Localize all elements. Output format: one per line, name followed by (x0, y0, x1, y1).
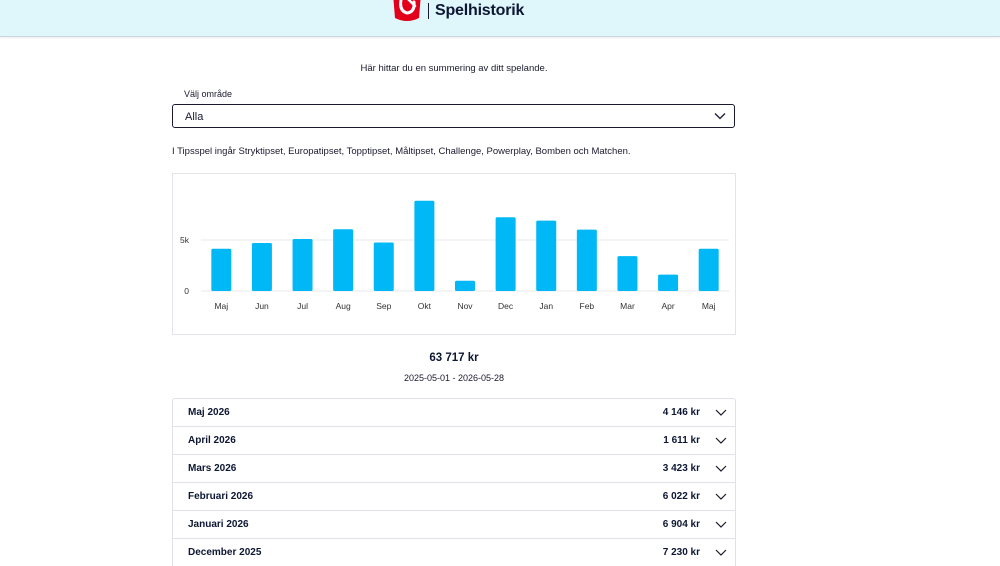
x-tick-label: Maj (214, 301, 228, 311)
chevron-down-icon (715, 409, 727, 416)
month-amount: 6 022 kr (662, 491, 700, 502)
top-header: Spelhistorik (0, 0, 1000, 37)
bar-sep[interactable] (373, 242, 394, 291)
y-tick-label: 0 (184, 286, 189, 296)
x-tick-label: Apr (661, 301, 674, 311)
total-amount: 63 717 kr (429, 352, 479, 364)
monthly-chart: 0 5k Maj Jun Jul Aug Sep Okt Nov Dec Jan Feb Mar Apr M… (172, 173, 736, 335)
bar-jul[interactable] (292, 238, 313, 291)
month-name: Januari 2026 (188, 519, 249, 530)
bar-chart: 0 5k Maj Jun Jul Aug Sep Okt Nov Dec Jan Feb Mar Apr M… (180, 200, 729, 311)
x-tick-label: Jun (255, 301, 269, 311)
chevron-down-icon (714, 113, 726, 120)
bar-mar[interactable] (617, 256, 638, 291)
bar-okt[interactable] (414, 200, 435, 291)
month-row[interactable]: Februari 2026 6 022 kr (172, 482, 736, 510)
x-tick-label: Sep (376, 301, 391, 311)
x-tick-label: Feb (580, 301, 595, 311)
chevron-down-icon (715, 493, 727, 500)
bar-nov[interactable] (455, 280, 475, 291)
date-range: 2025-05-01 - 2026-05-28 (403, 373, 505, 383)
x-tick-label: Okt (418, 301, 432, 311)
bar-jan[interactable] (536, 220, 557, 291)
x-tick-label: Jul (297, 301, 308, 311)
month-name: April 2026 (188, 435, 236, 446)
bar-aug[interactable] (333, 229, 354, 291)
month-list: Maj 2026 4 146 kr April 2026 1 611 kr Mars 2… (172, 398, 736, 566)
bar-dec[interactable] (495, 217, 516, 291)
x-tick-label: Jan (539, 301, 553, 311)
brand: Spelhistorik (390, 0, 524, 22)
area-select[interactable]: Alla (172, 104, 735, 128)
page-title: Spelhistorik (435, 2, 525, 19)
month-row[interactable]: Maj 2026 4 146 kr (172, 398, 736, 426)
svenska-spel-logo-icon (393, 0, 421, 21)
tipsspel-info-text: I Tipsspel ingår Stryktipset, Europatips… (172, 146, 631, 157)
chevron-down-icon (715, 437, 727, 444)
month-name: Mars 2026 (188, 463, 237, 474)
chevron-down-icon (715, 521, 727, 528)
month-amount: 4 146 kr (662, 407, 700, 418)
y-tick-label: 5k (180, 235, 190, 245)
bar-feb[interactable] (576, 229, 597, 291)
x-tick-label: Dec (498, 301, 514, 311)
month-row[interactable]: Januari 2026 6 904 kr (172, 510, 736, 538)
bar-maj[interactable] (698, 248, 719, 291)
x-tick-label: Nov (457, 301, 473, 311)
month-row[interactable]: April 2026 1 611 kr (172, 426, 736, 454)
month-name: Maj 2026 (188, 407, 230, 418)
month-row[interactable]: December 2025 7 230 kr (172, 538, 736, 566)
month-amount: 1 611 kr (663, 435, 700, 446)
bar-jun[interactable] (251, 243, 272, 291)
month-name: Februari 2026 (188, 491, 254, 502)
x-tick-label: Maj (702, 301, 716, 311)
bar-apr[interactable] (658, 274, 679, 291)
month-amount: 3 423 kr (662, 463, 700, 474)
bar-maj[interactable] (211, 248, 232, 291)
chevron-down-icon (715, 465, 727, 472)
month-row[interactable]: Mars 2026 3 423 kr (172, 454, 736, 482)
x-tick-label: Aug (336, 301, 351, 311)
area-select-label: Välj område (184, 89, 233, 99)
area-select-value: Alla (185, 111, 204, 123)
brand-divider (428, 3, 429, 19)
intro-text: Här hittar du en summering av ditt spela… (360, 63, 548, 74)
x-tick-label: Mar (620, 301, 635, 311)
month-amount: 6 904 kr (662, 519, 700, 530)
